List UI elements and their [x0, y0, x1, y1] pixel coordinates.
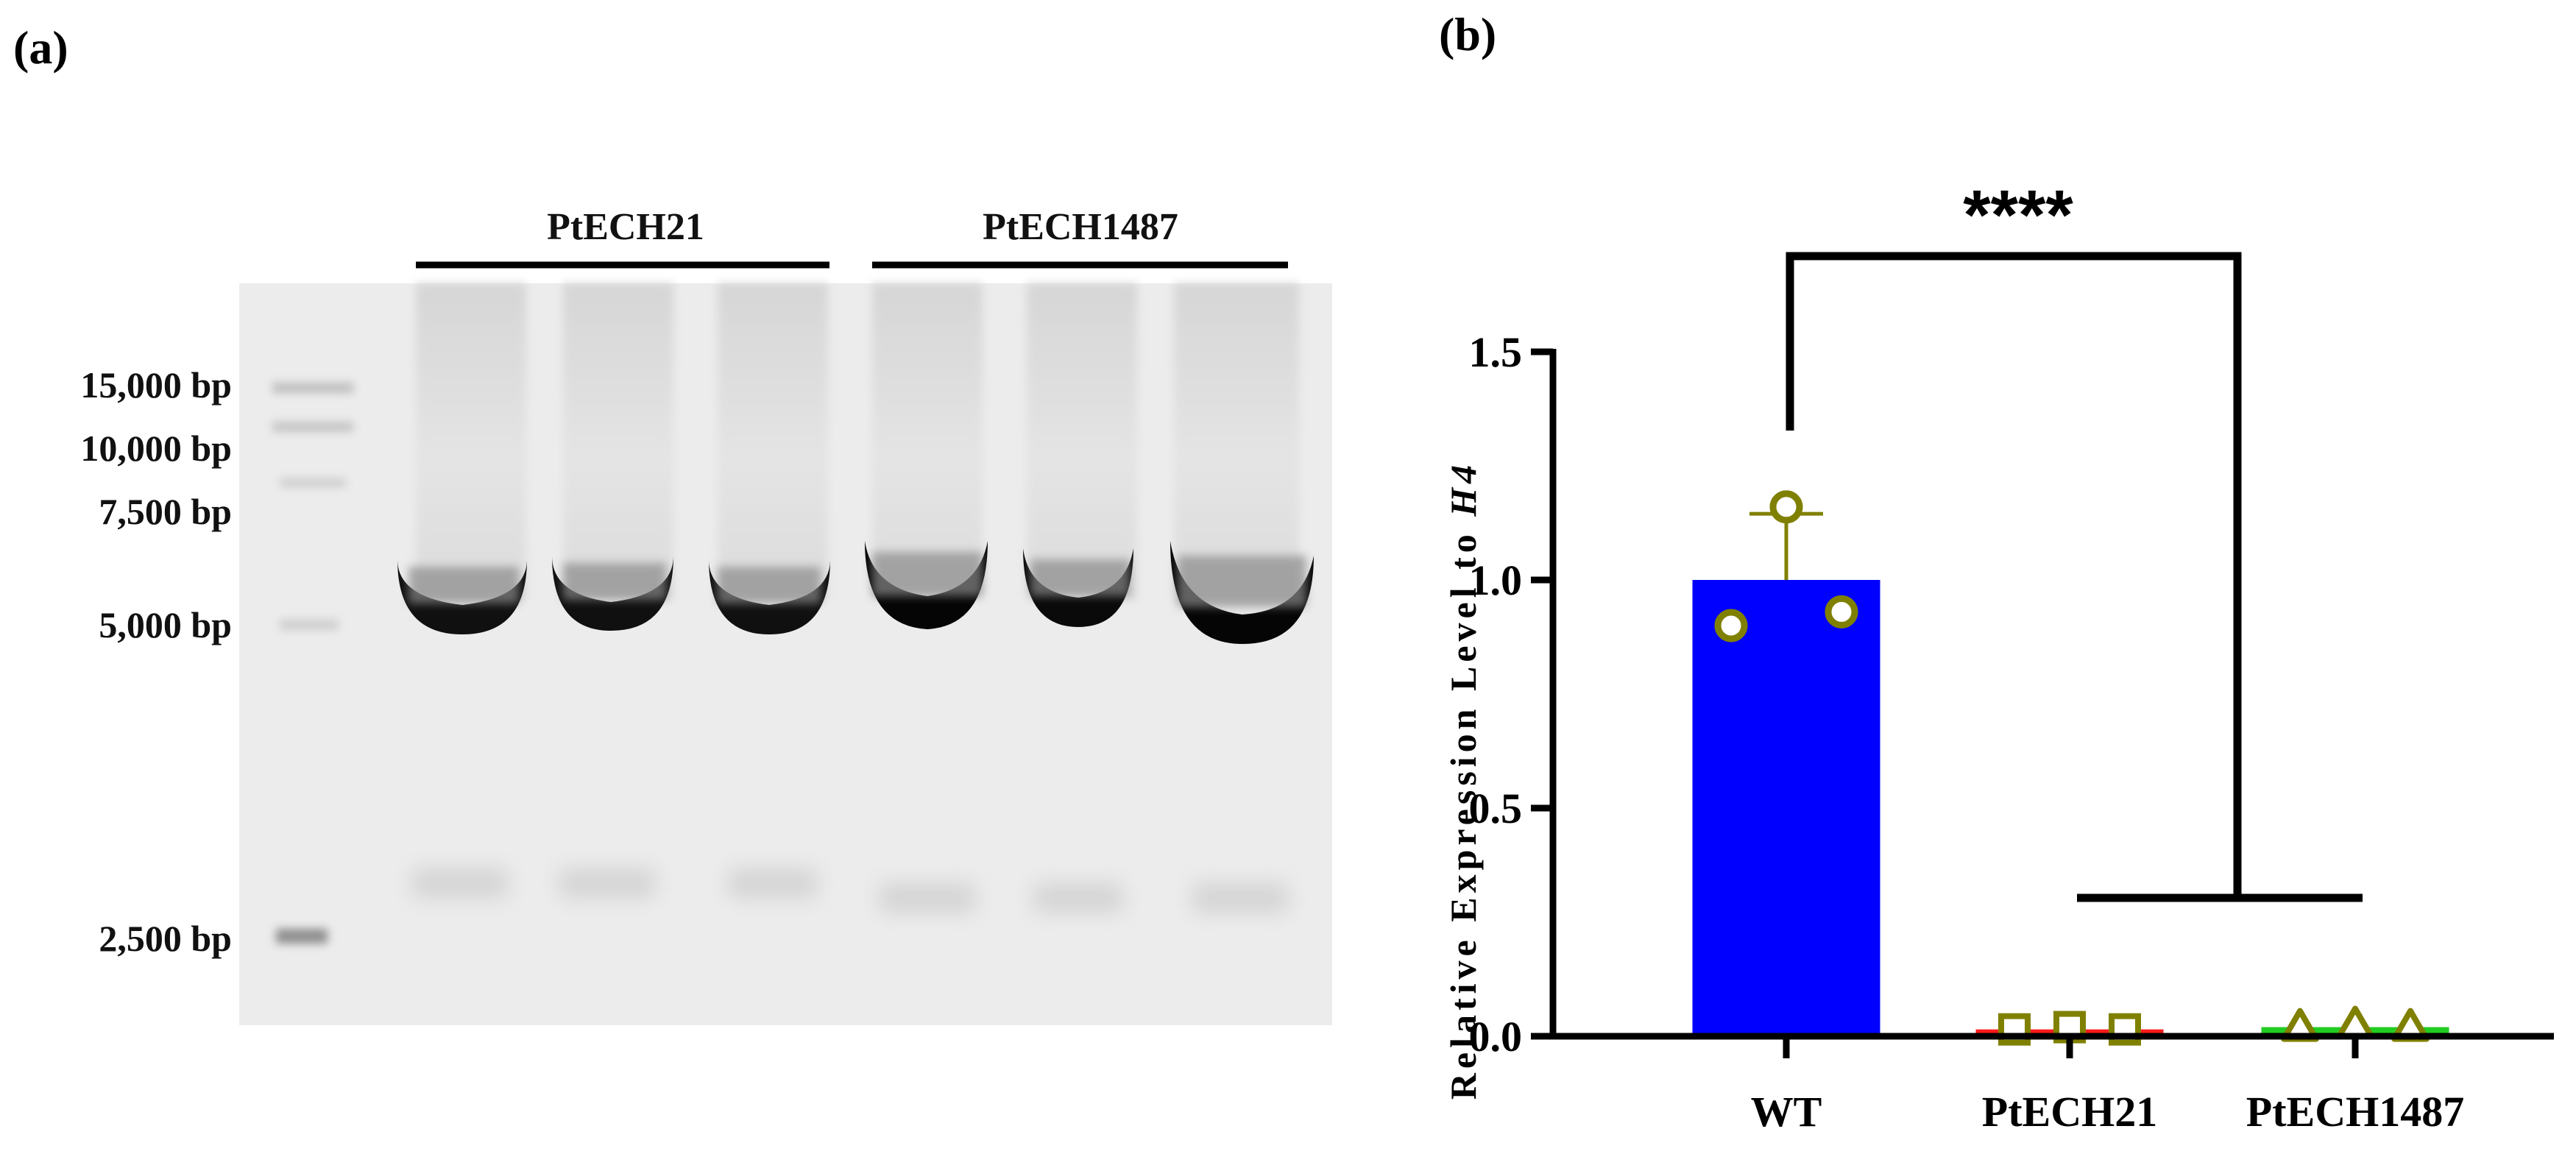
- gel-band-smears: [408, 552, 1306, 607]
- gel-faint-band: [559, 868, 655, 898]
- gel-band: [709, 559, 830, 634]
- significance-bracket: ****: [1786, 176, 2363, 902]
- y-axis-title-main: Relative Expression Level to: [1443, 517, 1484, 1100]
- gel-band-smear: [872, 552, 983, 596]
- error-bars: [1749, 511, 1823, 580]
- gel-band-smear: [408, 567, 519, 603]
- gel-band-smear: [1178, 556, 1306, 607]
- ladder-band: [280, 478, 346, 487]
- gel-faint-band: [880, 883, 975, 913]
- y-axis-title: Relative Expression Level to H4: [1443, 461, 1484, 1100]
- panel-b-label: (b): [1439, 8, 1497, 60]
- y-ticks: 0.0 0.5 1.0 1.5: [1469, 328, 1553, 1061]
- gel-panel: 15,000 bp 10,000 bp 7,500 bp 5,000 bp 2,…: [80, 206, 1332, 1025]
- data-point: [1769, 490, 1803, 524]
- data-point: [2109, 1013, 2141, 1046]
- gel-lane: [563, 283, 673, 600]
- y-tick-label: 1.0: [1469, 556, 1523, 604]
- bar: [1692, 580, 1880, 1036]
- data-point: [1825, 595, 1858, 629]
- gel-band-smear: [563, 563, 666, 600]
- x-tick-label: PtECH21: [1982, 1088, 2157, 1136]
- gel-bands: [397, 541, 1314, 644]
- gel-band-smear: [718, 567, 821, 603]
- ladder-band: [272, 422, 353, 432]
- gel-lanes: [416, 283, 1299, 600]
- ladder-label: 7,500 bp: [99, 491, 232, 532]
- ladder-band: [272, 383, 353, 393]
- gel-band: [397, 559, 527, 634]
- bar-chart: 0.0 0.5 1.0 1.5 WT PtECH21 PtECH1487 **** Rel…: [1443, 176, 2554, 1136]
- ladder-label: 2,500 bp: [99, 918, 232, 959]
- x-ticks: WT PtECH21 PtECH1487: [1751, 1036, 2464, 1136]
- bars: [1692, 580, 2449, 1036]
- significance-label: ****: [1963, 176, 2073, 255]
- ladder-label: 10,000 bp: [80, 428, 232, 469]
- x-tick-label: PtECH1487: [2246, 1088, 2464, 1136]
- gel-faint-band: [412, 868, 508, 898]
- ladder-label: 15,000 bp: [80, 364, 232, 406]
- gel-faint-band: [729, 868, 817, 898]
- data-point: [2336, 1005, 2374, 1040]
- y-axis-title-italic: H4: [1443, 461, 1484, 517]
- gel-group-label: PtECH21: [547, 206, 704, 248]
- gel-group-label: PtECH1487: [983, 206, 1178, 248]
- significance-line: [1786, 252, 2242, 898]
- gel-lane: [1027, 283, 1137, 600]
- gel-lane: [718, 283, 828, 600]
- gel-faint-band: [1034, 883, 1122, 913]
- gel-band: [1170, 541, 1314, 644]
- axes: [1549, 349, 2554, 1040]
- y-tick-label: 0.5: [1469, 785, 1523, 832]
- panel-a-label: (a): [13, 21, 68, 74]
- ladder-bands: [272, 383, 353, 944]
- gel-lane: [872, 283, 983, 600]
- data-point: [1714, 609, 1748, 643]
- ladder-label: 5,000 bp: [99, 604, 232, 645]
- y-tick-label: 1.5: [1469, 328, 1523, 376]
- gel-faint-bands: [412, 868, 1288, 913]
- gel-band: [865, 541, 988, 629]
- ladder-band: [276, 929, 328, 944]
- gel-lane: [1174, 283, 1299, 600]
- gel-band: [1023, 548, 1133, 627]
- gel-lane: [416, 283, 526, 600]
- ladder-band: [280, 620, 339, 630]
- y-tick-label: 0.0: [1469, 1013, 1523, 1061]
- x-tick-label: WT: [1751, 1088, 1822, 1136]
- gel-faint-band: [1192, 883, 1288, 913]
- gel-band: [552, 556, 673, 631]
- gel-band-smear: [1030, 559, 1130, 596]
